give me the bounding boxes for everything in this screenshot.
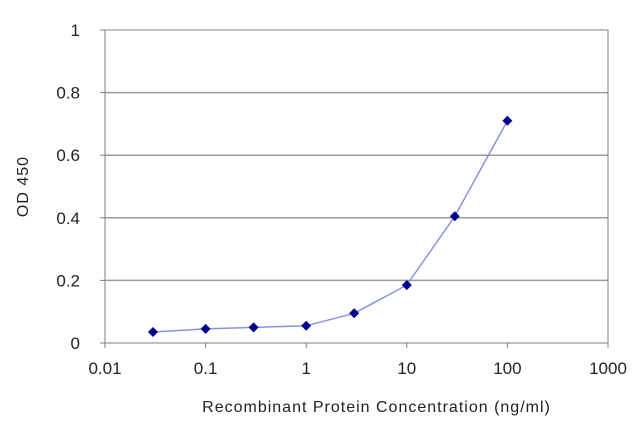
x-tick-label: 1 bbox=[301, 359, 310, 378]
data-point-marker bbox=[401, 280, 412, 291]
series-line bbox=[152, 120, 509, 333]
data-point-marker bbox=[502, 115, 513, 126]
grid-lines bbox=[105, 91, 608, 282]
x-axis-title: Recombinant Protein Concentration (ng/ml… bbox=[202, 399, 551, 416]
y-axis-title: OD 450 bbox=[15, 156, 32, 217]
y-tick-label: 0.6 bbox=[56, 146, 80, 165]
data-point-marker bbox=[349, 308, 360, 319]
x-tick-label: 0.01 bbox=[88, 359, 121, 378]
data-point-marker bbox=[147, 327, 158, 338]
data-point-marker bbox=[248, 322, 259, 333]
x-tick-label: 10 bbox=[397, 359, 416, 378]
y-tick-label: 0 bbox=[71, 334, 80, 353]
x-tick-label: 0.1 bbox=[194, 359, 218, 378]
data-point-marker bbox=[449, 211, 460, 222]
y-tick-label: 0.2 bbox=[56, 271, 80, 290]
data-point-marker bbox=[200, 323, 211, 334]
x-axis: 0.01 0.1 1 10 100 1000 bbox=[88, 343, 627, 378]
data-point-marker bbox=[301, 320, 312, 331]
y-tick-label: 1 bbox=[71, 21, 80, 40]
data-points bbox=[147, 115, 513, 338]
x-tick-label: 1000 bbox=[589, 359, 627, 378]
y-tick-label: 0.8 bbox=[56, 84, 80, 103]
x-tick-label: 100 bbox=[493, 359, 521, 378]
plot-area-frame bbox=[104, 29, 609, 344]
y-tick-label: 0.4 bbox=[56, 209, 80, 228]
y-axis: 0 0.2 0.4 0.6 0.8 1 bbox=[56, 21, 105, 353]
